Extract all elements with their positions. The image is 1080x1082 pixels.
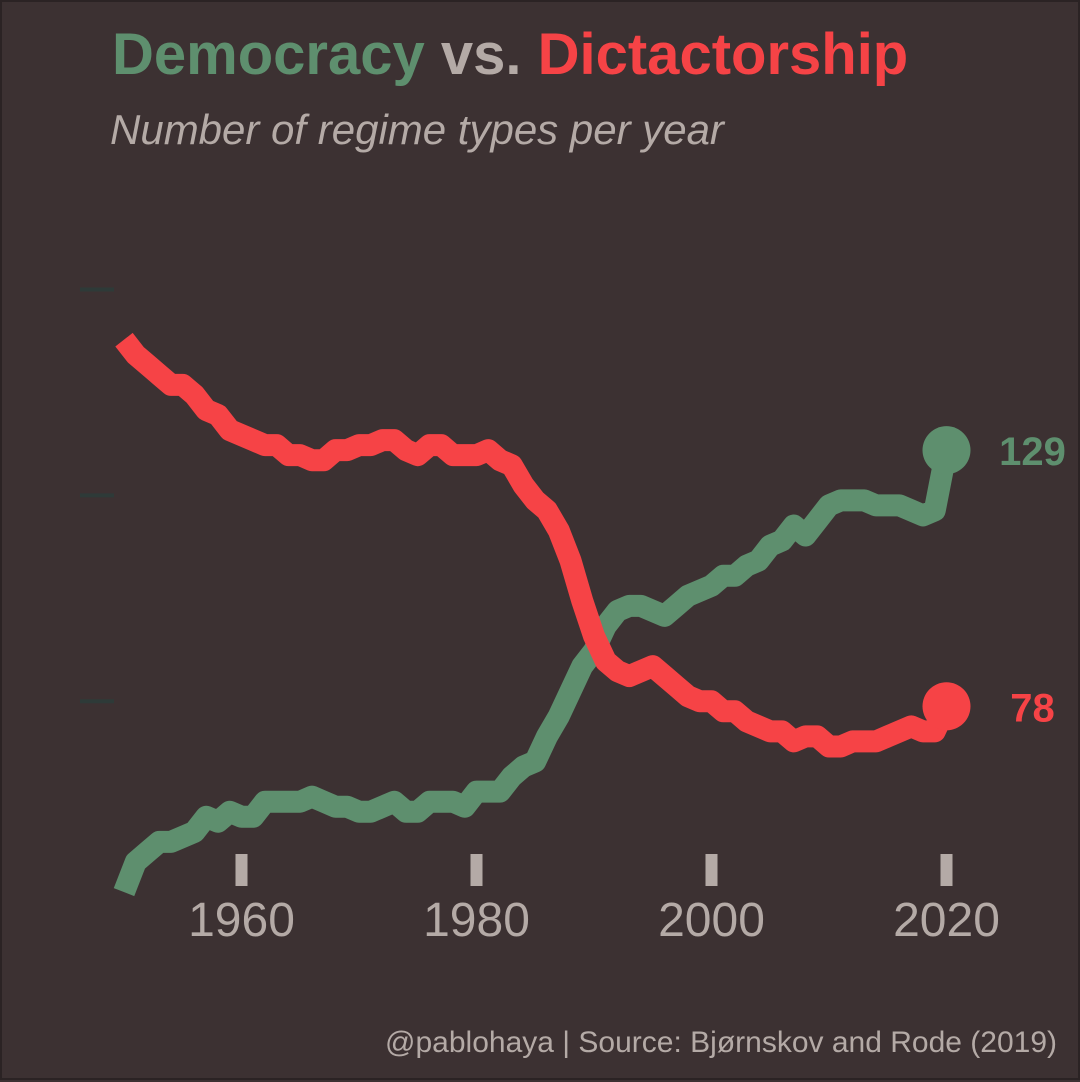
title-democracy: Democracy bbox=[112, 22, 425, 87]
x-tick-label: 2000 bbox=[658, 894, 765, 947]
caption: @pablohaya | Source: Bjørnskov and Rode … bbox=[385, 1026, 1057, 1059]
x-axis: 1960 1980 2000 2020 bbox=[188, 854, 1000, 947]
end-value-label-dictactorship: 78 bbox=[1010, 686, 1055, 730]
series-lines: 129 78 bbox=[113, 332, 1066, 897]
chart-title: Democracy vs. Dictactorship bbox=[112, 22, 908, 87]
end-point-dictactorship bbox=[922, 682, 971, 731]
series-line-democracy bbox=[113, 448, 958, 897]
y-axis-ticks bbox=[80, 287, 114, 704]
x-tick-label: 2020 bbox=[893, 894, 1000, 947]
end-point-democracy bbox=[922, 426, 971, 475]
title-vs: vs. bbox=[425, 22, 538, 87]
end-value-label-democracy: 129 bbox=[999, 430, 1066, 474]
x-tick-label: 1980 bbox=[423, 894, 530, 947]
series-line-dictactorship bbox=[115, 332, 957, 758]
x-tick-label: 1960 bbox=[188, 894, 295, 947]
chart-subtitle: Number of regime types per year bbox=[110, 106, 726, 153]
title-dictatorship: Dictactorship bbox=[538, 22, 909, 87]
